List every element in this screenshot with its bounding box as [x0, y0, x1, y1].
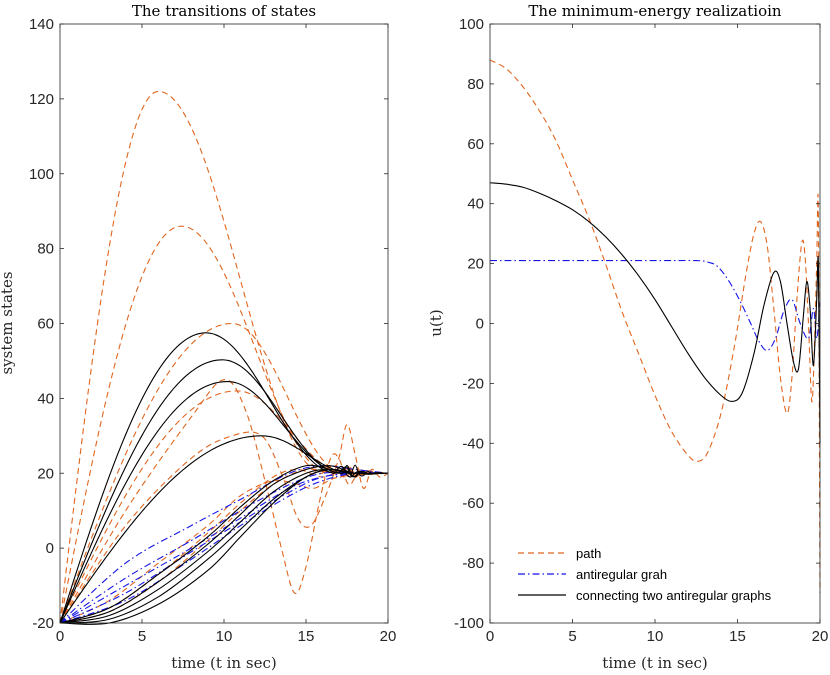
left-series-connecting-line-11-2: [59, 380, 389, 624]
left-y-tick-label: 20: [37, 465, 54, 482]
left-series-path-line-0-2: [59, 322, 389, 624]
left-y-tick-label: 140: [29, 16, 54, 33]
right-plot-lines: [489, 59, 821, 594]
right-x-tick-label: 15: [729, 628, 746, 645]
legend-label-antiregular: antiregular grah: [576, 567, 667, 582]
left-chart-title: The transitions of states: [132, 2, 316, 20]
left-series-connecting-line-16: [59, 468, 389, 625]
left-x-tick-label: 10: [216, 628, 233, 645]
left-y-tick-label: 0: [46, 540, 54, 557]
left-series-antiregular-line-6: [59, 465, 389, 624]
right-x-ticks: 0 5 10 15 20: [486, 24, 829, 645]
legend-label-connecting: connecting two antiregular graphs: [576, 588, 772, 603]
left-x-ticks: 0 5 10 15 20: [56, 24, 397, 645]
right-series-path-line-0: [489, 59, 821, 594]
legend-label-path: path: [576, 546, 601, 561]
right-y-tick-label: -80: [462, 555, 484, 572]
right-chart-title: The minimum-energy realizatioin: [528, 2, 781, 20]
left-y-tick-label: 120: [29, 91, 54, 108]
left-series-path-line-1: [59, 472, 389, 624]
left-x-tick-label: 20: [380, 628, 397, 645]
right-chart: The minimum-energy realizatioin 0 5 10 15 20…: [427, 2, 828, 672]
left-y-tick-label: 40: [37, 390, 54, 407]
left-y-ticks: -20 0 20 40 60 80 100 120 140: [29, 16, 388, 632]
right-x-axis-label: time (t in sec): [602, 654, 707, 672]
right-y-axis-label: u(t): [427, 309, 445, 336]
left-series-antiregular-line-7: [59, 471, 388, 624]
right-y-tick-label: 100: [459, 16, 484, 33]
right-x-tick-label: 5: [568, 628, 576, 645]
right-x-tick-label: 20: [812, 628, 829, 645]
left-y-axis-label: system states: [0, 271, 16, 374]
left-chart: The transitions of states 0 5 10 15 20 -2002…: [0, 2, 396, 672]
legend: path antiregular grah connecting two ant…: [518, 546, 772, 603]
right-y-tick-label: 80: [467, 76, 484, 93]
right-series-connecting-line-2: [489, 182, 821, 444]
left-series-path-line-0-1: [59, 225, 389, 624]
right-y-tick-label: -60: [462, 495, 484, 512]
left-y-tick-label: 80: [37, 241, 54, 258]
left-series-path-line-4: [59, 424, 389, 624]
left-series-connecting-line-13: [59, 465, 389, 624]
right-x-tick-label: 0: [486, 628, 494, 645]
left-y-tick-label: 100: [29, 166, 54, 183]
left-plot-lines: [59, 90, 389, 625]
right-y-tick-label: 20: [467, 256, 484, 273]
right-y-tick-label: 60: [467, 136, 484, 153]
right-y-tick-label: 0: [476, 316, 484, 333]
left-y-tick-label: 60: [37, 316, 54, 333]
left-x-axis-label: time (t in sec): [171, 654, 276, 672]
right-y-ticks: -100 -80 -60 -40 -20 0 20 40 60 80 100: [454, 16, 820, 632]
left-y-tick-label: -20: [32, 615, 54, 632]
left-x-tick-label: 0: [56, 628, 64, 645]
right-y-tick-label: -40: [462, 435, 484, 452]
left-series-path-line-0-3: [59, 390, 389, 624]
right-y-tick-label: -20: [462, 375, 484, 392]
right-y-tick-label: -100: [454, 615, 484, 632]
right-x-tick-label: 10: [647, 628, 664, 645]
left-x-tick-label: 5: [138, 628, 146, 645]
right-y-tick-label: 40: [467, 196, 484, 213]
left-x-tick-label: 15: [298, 628, 315, 645]
left-series-connecting-line-11-0: [59, 332, 389, 624]
